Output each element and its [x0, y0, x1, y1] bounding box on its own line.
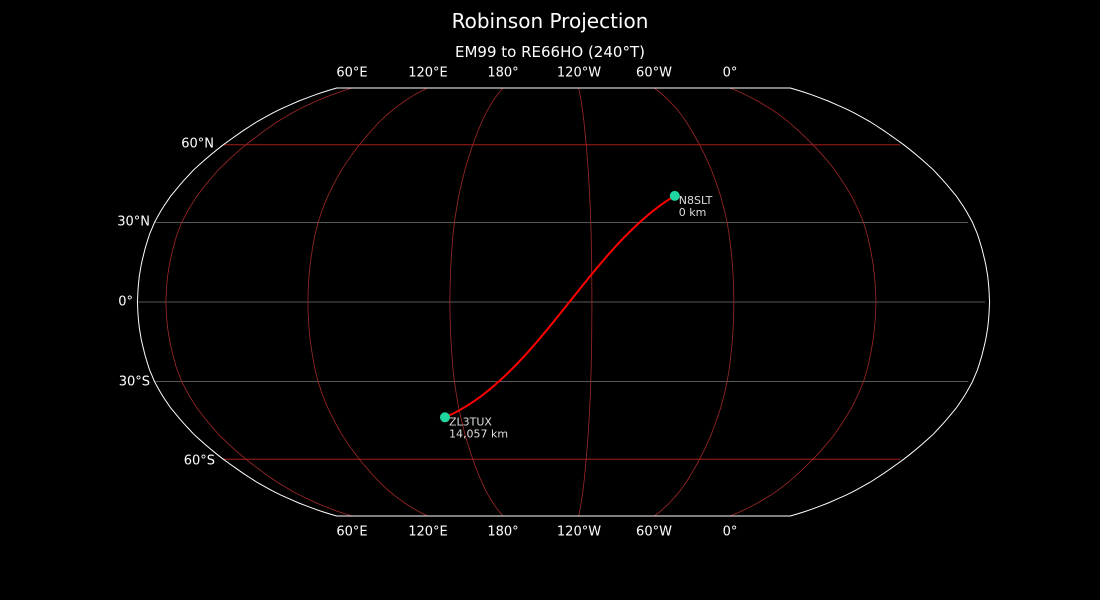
lon-label-top: 120°W: [556, 65, 602, 81]
lon-label-bottom: 120°E: [408, 524, 448, 540]
station-marker: [669, 190, 680, 201]
station-marker: [439, 412, 450, 423]
meridian-gridline: [449, 87, 504, 517]
lon-label-bottom: 180°: [487, 524, 519, 540]
map-title: Robinson Projection: [451, 9, 649, 33]
lon-label-bottom: 60°W: [636, 524, 672, 540]
great-circle-path: [444, 195, 676, 419]
meridian-gridline: [578, 87, 593, 517]
lat-label: 60°N: [181, 136, 214, 152]
lon-label-top: 60°W: [636, 65, 672, 81]
lon-label-top: 180°: [487, 65, 519, 81]
lat-label: 0°: [118, 294, 133, 310]
map-boundary: [136, 87, 991, 517]
lon-label-bottom: 0°: [722, 524, 738, 540]
meridian-gridline: [307, 87, 428, 517]
lon-label-top: 120°E: [408, 65, 448, 81]
lat-label: 60°S: [183, 453, 215, 469]
station-distance: 0 km: [679, 206, 707, 219]
lat-label: 30°N: [117, 214, 150, 230]
meridian-gridline: [165, 87, 353, 517]
station-callsign: N8SLT: [679, 194, 713, 207]
station-distance: 14,057 km: [449, 427, 508, 440]
lon-label-bottom: 120°W: [556, 524, 602, 540]
lon-label-bottom: 60°E: [336, 524, 368, 540]
meridian-gridline: [653, 87, 735, 517]
map-subtitle: EM99 to RE66HO (240°T): [455, 43, 645, 61]
lon-label-top: 60°E: [336, 65, 368, 81]
lat-label: 30°S: [118, 374, 150, 390]
station-callsign: ZL3TUX: [449, 415, 492, 428]
meridian-gridline: [729, 87, 877, 517]
lon-label-top: 0°: [722, 65, 738, 81]
